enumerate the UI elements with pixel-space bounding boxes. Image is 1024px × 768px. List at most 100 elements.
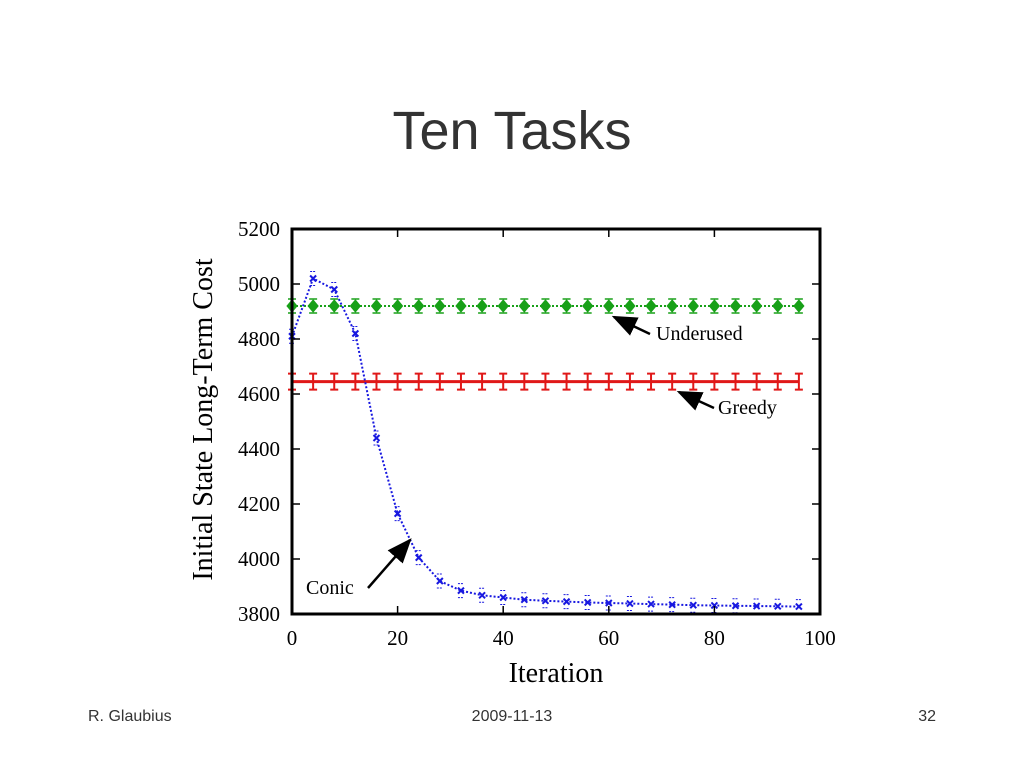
data-point [647,596,655,612]
data-point [478,587,486,603]
y-tick-label: 4400 [238,437,280,461]
x-tick-label: 20 [387,626,408,650]
y-tick-label: 3800 [238,602,280,626]
data-point [774,598,782,614]
marker-stroke [541,597,550,605]
plot-area [286,271,805,615]
data-point [476,299,488,313]
data-point [666,299,678,313]
data-point [497,299,509,313]
data-point [562,594,571,610]
data-point [645,299,657,313]
data-point [436,573,444,589]
data-point [518,299,530,313]
plot-frame [290,227,822,616]
data-point [370,299,383,313]
data-point [793,299,805,313]
annotation-arrow-conic [367,538,412,589]
data-point [710,372,719,391]
marker-stroke [731,602,740,610]
marker-stroke [330,285,338,294]
data-point [309,271,317,286]
x-tick-label: 0 [287,626,298,650]
marker-stroke [795,602,803,611]
data-point [393,372,402,391]
marker-stroke [689,601,697,609]
data-point [539,299,552,313]
marker-stroke [520,595,529,604]
data-point [560,299,573,313]
data-point [307,299,319,313]
data-point [562,372,571,391]
footer-date: 2009-11-13 [471,708,553,725]
marker-stroke [647,600,655,608]
data-point [625,372,634,391]
y-axis-label: Initial State Long-Term Cost [188,258,219,581]
data-point [330,372,339,391]
marker-stroke [605,599,613,607]
y-tick-label: 4800 [238,327,280,351]
annotation-arrow-greedy [676,390,715,411]
data-point [626,596,634,612]
data-point [752,372,761,391]
data-point [349,299,362,313]
y-tick-label: 5200 [238,217,280,241]
data-point [372,430,381,446]
data-point [731,372,740,391]
y-tick-label: 4600 [238,382,280,406]
data-point [413,299,425,313]
marker-stroke [710,601,719,610]
data-point [328,299,340,313]
data-point [520,592,529,608]
marker-stroke [372,434,381,442]
series-greedy [288,372,803,391]
data-point [351,326,360,341]
y-tick-label: 5000 [238,272,280,296]
data-point [647,372,656,391]
marker-stroke [436,577,444,585]
data-point [729,299,742,313]
data-point [604,372,613,391]
data-point [415,550,423,566]
data-point [668,597,676,613]
data-point [583,594,592,610]
series-underused [286,298,805,314]
data-point [689,372,698,391]
footer-page-number: 32 [918,708,936,725]
marker-stroke [562,597,571,606]
marker-stroke [351,329,360,338]
data-point [434,299,446,313]
marker-stroke [393,509,402,518]
data-point [499,590,507,605]
annotations: Underused Greedy Conic [306,315,777,599]
data-point [687,299,699,313]
y-tick-label: 4200 [238,492,280,516]
data-point [583,372,592,391]
data-point [391,299,404,313]
marker-stroke [752,602,761,610]
data-point [393,506,402,522]
data-point [624,299,636,313]
x-tick-label: 40 [493,626,514,650]
data-point [668,372,677,391]
data-point [456,372,465,391]
marker-stroke [457,586,465,595]
data-point [795,599,803,615]
series-conic [288,271,803,615]
marker-stroke [309,274,317,283]
x-tick-label: 100 [804,626,836,650]
data-point [414,372,423,391]
x-axis-label: Iteration [509,658,604,689]
annotation-label-conic: Conic [306,577,354,599]
marker-stroke [415,553,423,562]
data-point [708,299,721,313]
x-tick-label: 80 [704,626,725,650]
data-point [520,372,529,391]
data-point [541,372,550,391]
data-point [794,372,803,391]
data-point [478,372,487,391]
marker-stroke [478,591,486,600]
slide-title: Ten Tasks [392,101,632,161]
marker-stroke [499,593,507,602]
